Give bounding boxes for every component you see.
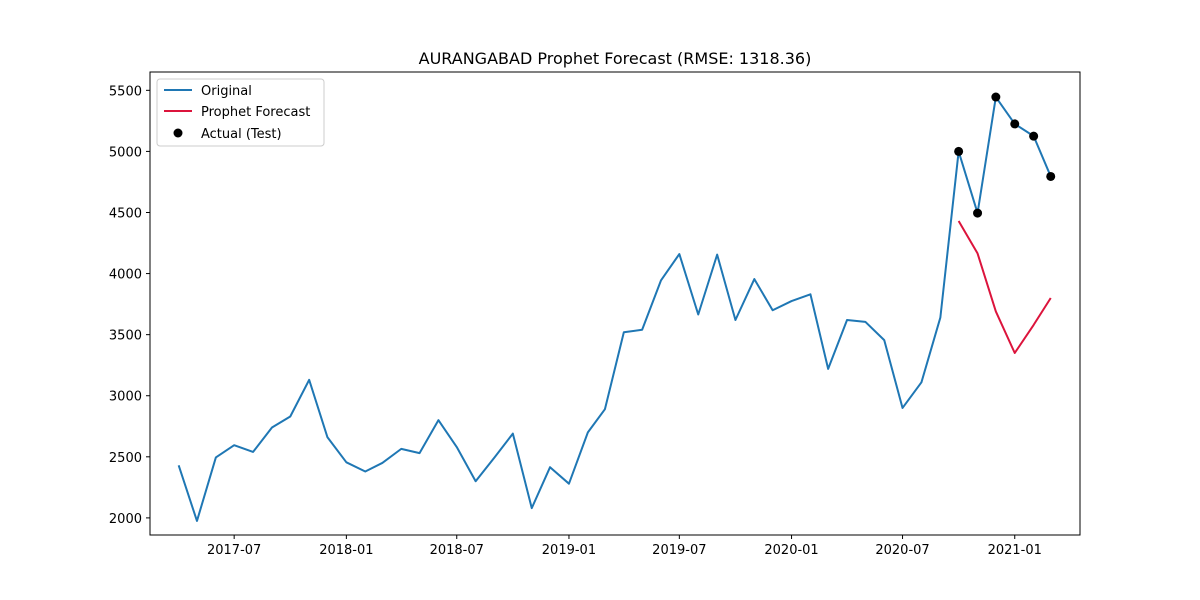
plot-lines-layer [177, 96, 1052, 522]
scatter-point-actual-test [1046, 171, 1056, 181]
x-axis: 2017-07 2018-01 2018-07 2019-01 2019-07 2020-… [207, 535, 1042, 558]
legend-label-actual-test: Actual (Test) [201, 127, 282, 142]
y-tick-label: 3500 [109, 329, 142, 344]
x-tick-label: 2020-01 [764, 543, 818, 558]
x-tick-label: 2021-01 [988, 543, 1042, 558]
legend-label-prophet-forecast: Prophet Forecast [201, 105, 310, 120]
legend-swatch-actual-test [173, 128, 183, 138]
x-tick-label: 2019-01 [542, 543, 596, 558]
y-tick-label: 2500 [109, 451, 142, 466]
y-tick-label: 5500 [109, 84, 142, 99]
chart-title: AURANGABAD Prophet Forecast (RMSE: 1318.… [419, 49, 812, 68]
legend-label-original: Original [201, 84, 252, 99]
x-tick-label: 2019-07 [652, 543, 706, 558]
legend-box [156, 78, 325, 147]
x-tick-label: 2018-07 [430, 543, 484, 558]
scatter-point-actual-test [954, 146, 964, 156]
y-tick-label: 5000 [109, 145, 142, 160]
scatter-point-actual-test [973, 208, 983, 218]
plot-area-frame [149, 71, 1081, 536]
plot-points-layer [954, 92, 1056, 218]
legend: Original Prophet Forecast Actual (Test) [156, 78, 325, 147]
scatter-point-actual-test [991, 92, 1001, 102]
y-tick-label: 4500 [109, 206, 142, 221]
scatter-point-actual-test [1010, 119, 1020, 129]
y-axis: 2000 2500 3000 3500 4000 4500 5000 5500 [109, 84, 150, 527]
scatter-point-actual-test [1029, 131, 1039, 141]
x-tick-label: 2017-07 [207, 543, 261, 558]
y-tick-label: 4000 [109, 268, 142, 283]
series-line-prophet-forecast [957, 220, 1052, 354]
series-line-original [177, 96, 1052, 522]
x-tick-label: 2018-01 [319, 543, 373, 558]
y-tick-label: 3000 [109, 390, 142, 405]
y-tick-label: 2000 [109, 512, 142, 527]
x-tick-label: 2020-07 [875, 543, 929, 558]
